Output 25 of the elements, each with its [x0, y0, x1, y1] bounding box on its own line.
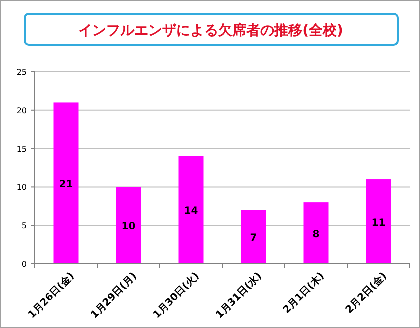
y-tick-label: 25: [16, 68, 27, 77]
data-label: 8: [312, 229, 320, 240]
bar: [54, 102, 79, 264]
bar: [304, 202, 329, 264]
data-label: 21: [59, 179, 74, 190]
x-tick-label: 1月29日(月): [89, 270, 140, 322]
x-tick-label: 1月30日(火): [150, 270, 202, 322]
y-tick-label: 0: [22, 260, 27, 269]
bar: [116, 187, 142, 264]
data-label: 7: [250, 233, 258, 244]
y-tick-label: 5: [22, 222, 27, 231]
x-tick-label: 1月26日(金): [26, 270, 77, 322]
chart-title: インフルエンザによる欠席者の推移(全校): [78, 22, 344, 39]
x-tick-label: 2月1日(木): [280, 270, 327, 316]
bar: [366, 180, 392, 264]
y-tick-label: 15: [16, 144, 27, 154]
bar: [178, 156, 204, 264]
bar: [241, 210, 266, 264]
y-tick-label: 20: [16, 106, 27, 116]
data-label: 10: [122, 222, 136, 233]
x-tick-label: 1月31日(水): [213, 270, 264, 322]
y-tick-label: 10: [16, 183, 27, 192]
x-tick-label: 2月2日(金): [343, 270, 390, 316]
data-label: 11: [372, 218, 386, 229]
data-label: 14: [184, 206, 198, 218]
